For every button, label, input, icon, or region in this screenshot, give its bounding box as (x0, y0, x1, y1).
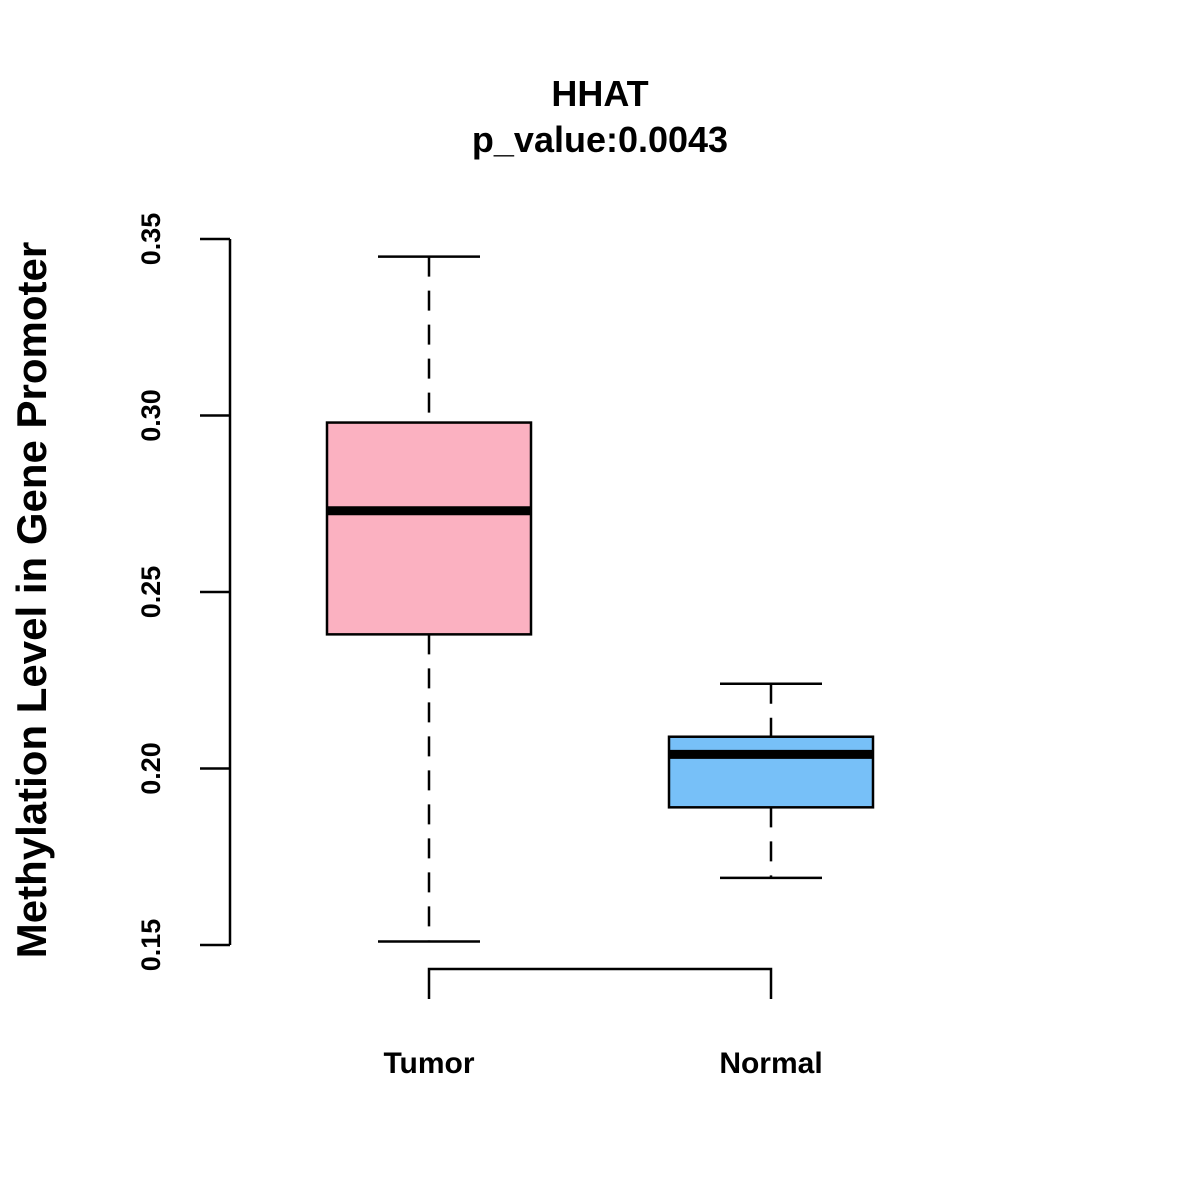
iqr-box (325, 421, 533, 636)
box-normal (667, 682, 875, 880)
chart-title: HHAT (551, 73, 648, 114)
x-axis-labels: Tumor Normal (383, 1047, 822, 1080)
y-tick-label: 0.35 (136, 213, 166, 266)
chart-subtitle: p_value:0.0043 (472, 119, 728, 160)
y-axis: 0.15 0.20 0.25 0.30 0.35 (136, 213, 232, 972)
x-category-label: Normal (719, 1047, 822, 1080)
bracket-line (427, 967, 773, 999)
x-category-label: Tumor (383, 1047, 474, 1080)
y-axis-label: Methylation Level in Gene Promoter (8, 242, 55, 958)
y-tick-label: 0.30 (136, 389, 166, 442)
comparison-bracket (427, 967, 773, 999)
y-tick-label: 0.15 (136, 919, 166, 972)
y-tick-label: 0.25 (136, 566, 166, 619)
iqr-box (667, 735, 875, 809)
y-tick-label: 0.20 (136, 742, 166, 795)
box-tumor (325, 255, 533, 943)
boxes-group (325, 255, 875, 943)
